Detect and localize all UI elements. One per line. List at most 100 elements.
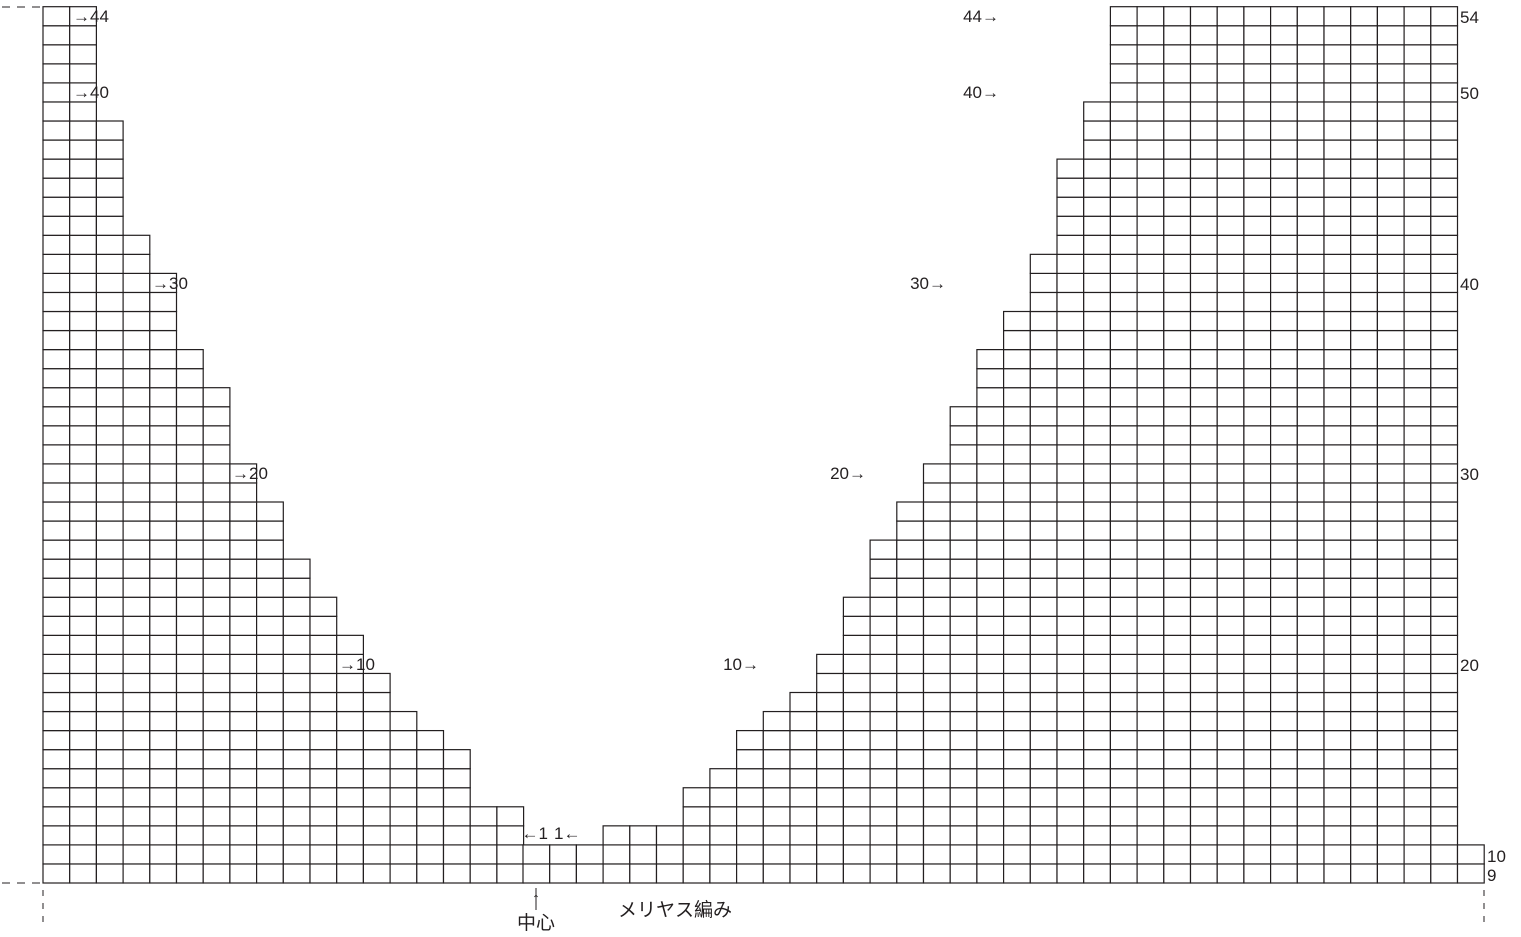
stitch-cell — [1297, 140, 1324, 159]
stitch-cell — [1137, 407, 1164, 426]
stitch-cell — [924, 807, 951, 826]
stitch-cell — [150, 597, 177, 616]
stitch-cell — [1110, 388, 1137, 407]
stitch-cell — [70, 578, 97, 597]
stitch-cell — [1110, 312, 1137, 331]
stitch-cell — [1084, 407, 1111, 426]
stitch-cell — [310, 597, 337, 616]
stitch-cell — [1324, 331, 1351, 350]
stitch-cell — [1030, 369, 1057, 388]
stitch-cell — [897, 502, 924, 521]
stitch-cell — [1110, 635, 1137, 654]
stitch-cell — [1297, 673, 1324, 692]
stitch-cell — [1431, 673, 1458, 692]
stitch-cell — [1110, 26, 1137, 45]
stitch-cell — [576, 845, 603, 864]
stitch-cell — [1351, 331, 1378, 350]
stitch-cell — [150, 350, 177, 369]
stitch-cell — [1057, 540, 1084, 559]
stitch-cell — [1297, 388, 1324, 407]
stitch-cell — [1297, 426, 1324, 445]
stitch-cell — [203, 521, 230, 540]
stitch-cell — [1217, 292, 1244, 311]
stitch-cell — [1377, 64, 1404, 83]
stitch-cell — [1191, 102, 1218, 121]
stitch-cell — [1297, 254, 1324, 273]
stitch-cell — [177, 521, 204, 540]
stitch-cell — [1137, 26, 1164, 45]
stitch-cell — [1191, 769, 1218, 788]
stitch-cell — [1404, 616, 1431, 635]
stitch-cell — [1164, 388, 1191, 407]
stitch-cell — [283, 769, 310, 788]
stitch-cell — [123, 369, 150, 388]
stitch-cell — [43, 731, 70, 750]
stitch-cell — [1164, 64, 1191, 83]
stitch-cell — [1004, 673, 1031, 692]
stitch-cell — [43, 26, 70, 45]
stitch-cell — [1191, 807, 1218, 826]
stitch-cell — [1377, 312, 1404, 331]
stitch-cell — [1244, 254, 1271, 273]
stitch-cell — [203, 502, 230, 521]
stitch-cell — [1084, 845, 1111, 864]
stitch-cell — [470, 807, 497, 826]
stitch-cell — [1191, 673, 1218, 692]
stitch-cell — [1217, 750, 1244, 769]
stitch-cell — [897, 864, 924, 883]
right-row-marker-40: 40→ — [963, 83, 999, 102]
stitch-cell — [1404, 331, 1431, 350]
stitch-cell — [870, 616, 897, 635]
stitch-cell — [70, 654, 97, 673]
stitch-cell — [1137, 331, 1164, 350]
stitch-cell — [1297, 350, 1324, 369]
stitch-cell — [1057, 712, 1084, 731]
stitch-cell — [1297, 826, 1324, 845]
stitch-cell — [1244, 178, 1271, 197]
stitch-cell — [177, 388, 204, 407]
stitch-cell — [1244, 83, 1271, 102]
stitch-cell — [950, 826, 977, 845]
stitch-cell — [497, 826, 524, 845]
stitch-cell — [897, 693, 924, 712]
stitch-cell — [70, 45, 97, 64]
stitch-cell — [1137, 7, 1164, 26]
stitch-cell — [1324, 521, 1351, 540]
stitch-cell — [1324, 807, 1351, 826]
stitch-cell — [390, 845, 417, 864]
stitch-cell — [177, 845, 204, 864]
stitch-cell — [70, 559, 97, 578]
stitch-cell — [1004, 445, 1031, 464]
stitch-cell — [1431, 559, 1458, 578]
stitch-cell — [924, 616, 951, 635]
stitch-cell — [337, 635, 364, 654]
stitch-cell — [177, 616, 204, 635]
stitch-cell — [1404, 388, 1431, 407]
stitch-cell — [96, 578, 123, 597]
stitch-cell — [70, 121, 97, 140]
stitch-cell — [1030, 788, 1057, 807]
stitch-cell — [203, 654, 230, 673]
stitch-cell — [1404, 693, 1431, 712]
stitch-cell — [257, 712, 284, 731]
stitch-cell — [283, 864, 310, 883]
stitch-cell — [96, 483, 123, 502]
left-center-marker: ←1 — [522, 824, 548, 843]
stitch-cell — [1164, 159, 1191, 178]
stitch-cell — [177, 731, 204, 750]
stitch-cell — [1324, 597, 1351, 616]
stitch-cell — [1110, 331, 1137, 350]
stitch-cell — [950, 712, 977, 731]
stitch-cell — [1324, 731, 1351, 750]
stitch-cell — [1351, 597, 1378, 616]
stitch-cell — [150, 654, 177, 673]
stitch-cell — [737, 845, 764, 864]
stitch-cell — [1404, 407, 1431, 426]
stitch-cell — [1057, 693, 1084, 712]
stitch-cell — [1004, 769, 1031, 788]
stitch-cell — [123, 597, 150, 616]
stitch-cell — [817, 845, 844, 864]
stitch-cell — [1217, 197, 1244, 216]
stitch-cell — [1110, 273, 1137, 292]
stitch-cell — [123, 769, 150, 788]
